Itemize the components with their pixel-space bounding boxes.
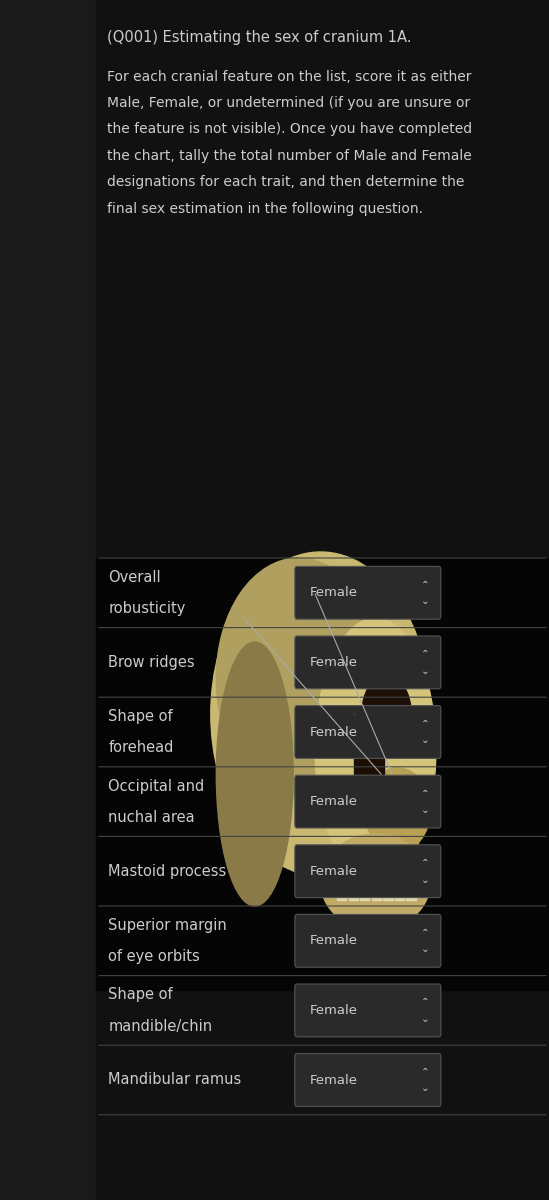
Bar	[354, 732, 384, 798]
FancyBboxPatch shape	[295, 984, 441, 1037]
Text: ⌃: ⌃	[421, 788, 430, 798]
Bar	[372, 874, 381, 900]
FancyBboxPatch shape	[295, 845, 441, 898]
Text: ⌃: ⌃	[421, 928, 430, 937]
Text: Shape of: Shape of	[108, 988, 173, 1002]
Text: ⌃: ⌃	[421, 1067, 430, 1076]
Text: Female: Female	[310, 1074, 358, 1086]
FancyBboxPatch shape	[295, 566, 441, 619]
Bar	[0, 0, 96, 1200]
Text: ⌃: ⌃	[421, 997, 430, 1007]
Text: For each cranial feature on the list, score it as either: For each cranial feature on the list, sc…	[107, 70, 472, 84]
Ellipse shape	[365, 768, 430, 852]
Text: Overall: Overall	[108, 570, 161, 584]
Text: Occipital and: Occipital and	[108, 779, 204, 793]
Bar	[383, 874, 393, 900]
Text: ⌃: ⌃	[421, 649, 430, 659]
Text: Mastoid process: Mastoid process	[108, 864, 226, 878]
Bar	[337, 874, 346, 900]
Text: ⌄: ⌄	[421, 1084, 430, 1093]
Text: Superior margin: Superior margin	[108, 918, 227, 932]
Text: forehead: forehead	[108, 740, 173, 755]
Text: Shape of: Shape of	[108, 709, 173, 724]
Text: ⌄: ⌄	[421, 1014, 430, 1024]
FancyBboxPatch shape	[295, 706, 441, 758]
Ellipse shape	[211, 552, 430, 876]
Bar	[349, 874, 358, 900]
Text: Mandibular ramus: Mandibular ramus	[108, 1073, 242, 1087]
Text: robusticity: robusticity	[108, 601, 186, 616]
Text: ⌄: ⌄	[421, 944, 430, 954]
Bar	[360, 874, 369, 900]
Text: the feature is not visible). Once you have completed: the feature is not visible). Once you ha…	[107, 122, 472, 137]
FancyBboxPatch shape	[295, 636, 441, 689]
Text: of eye orbits: of eye orbits	[108, 949, 200, 964]
Text: ⌃: ⌃	[421, 719, 430, 728]
Ellipse shape	[216, 558, 381, 798]
Ellipse shape	[362, 674, 411, 754]
Bar	[96, 558, 549, 990]
Text: Female: Female	[310, 796, 358, 808]
Text: ⌃: ⌃	[421, 858, 430, 868]
Text: (Q001) Estimating the sex of cranium 1A.: (Q001) Estimating the sex of cranium 1A.	[107, 30, 412, 44]
Text: Female: Female	[310, 656, 358, 668]
Ellipse shape	[216, 642, 293, 906]
FancyBboxPatch shape	[295, 775, 441, 828]
Ellipse shape	[315, 618, 436, 882]
Text: designations for each trait, and then determine the: designations for each trait, and then de…	[107, 175, 464, 190]
Text: Male, Female, or undetermined (if you are unsure or: Male, Female, or undetermined (if you ar…	[107, 96, 470, 110]
Text: ⌄: ⌄	[421, 666, 430, 676]
Text: Female: Female	[310, 865, 358, 877]
Text: ⌄: ⌄	[421, 596, 430, 606]
Text: ⌄: ⌄	[421, 805, 430, 815]
Text: mandible/chin: mandible/chin	[108, 1019, 212, 1033]
Text: Female: Female	[310, 587, 358, 599]
Text: ⌄: ⌄	[421, 736, 430, 745]
Text: final sex estimation in the following question.: final sex estimation in the following qu…	[107, 202, 423, 216]
Text: Female: Female	[310, 935, 358, 947]
Text: Female: Female	[310, 1004, 358, 1016]
Bar	[395, 874, 404, 900]
FancyBboxPatch shape	[295, 1054, 441, 1106]
Text: ⌄: ⌄	[421, 875, 430, 884]
Text: nuchal area: nuchal area	[108, 810, 195, 824]
Bar	[96, 0, 549, 1200]
FancyBboxPatch shape	[295, 914, 441, 967]
Bar	[406, 874, 416, 900]
Ellipse shape	[321, 834, 430, 930]
Text: Brow ridges: Brow ridges	[108, 655, 195, 670]
Text: the chart, tally the total number of Male and Female: the chart, tally the total number of Mal…	[107, 149, 472, 163]
Text: Female: Female	[310, 726, 358, 738]
Text: ⌃: ⌃	[421, 580, 430, 589]
